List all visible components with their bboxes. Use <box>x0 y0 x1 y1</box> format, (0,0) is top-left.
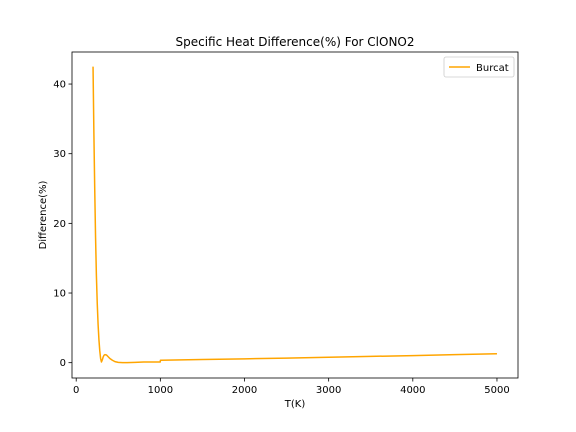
y-axis: 0 10 20 30 40 <box>53 80 72 369</box>
y-tick-label: 20 <box>53 219 66 230</box>
plot-area <box>71 51 519 379</box>
legend-box <box>443 56 515 78</box>
y-tick-label: 0 <box>60 358 66 369</box>
y-tick-label: 40 <box>53 80 66 91</box>
series-layer <box>92 66 497 364</box>
x-tick-label: 1000 <box>148 385 173 396</box>
y-tick-label: 10 <box>53 289 66 300</box>
x-tick-label: 3000 <box>316 385 341 396</box>
chart-title: Specific Heat Difference(%) For ClONO2 <box>175 35 414 49</box>
y-axis-label: Difference(%) <box>38 180 49 249</box>
legend: Burcat <box>443 56 515 78</box>
x-axis: 0 1000 2000 3000 4000 5000 <box>73 378 510 396</box>
x-tick-label: 0 <box>73 385 79 396</box>
legend-entry-burcat: Burcat <box>476 63 509 74</box>
series-line-burcat <box>92 66 497 364</box>
x-axis-label: T(K) <box>284 399 306 410</box>
y-tick-label: 30 <box>53 149 66 160</box>
x-tick-label: 2000 <box>232 385 257 396</box>
x-tick-label: 4000 <box>400 385 425 396</box>
x-tick-label: 5000 <box>484 385 509 396</box>
